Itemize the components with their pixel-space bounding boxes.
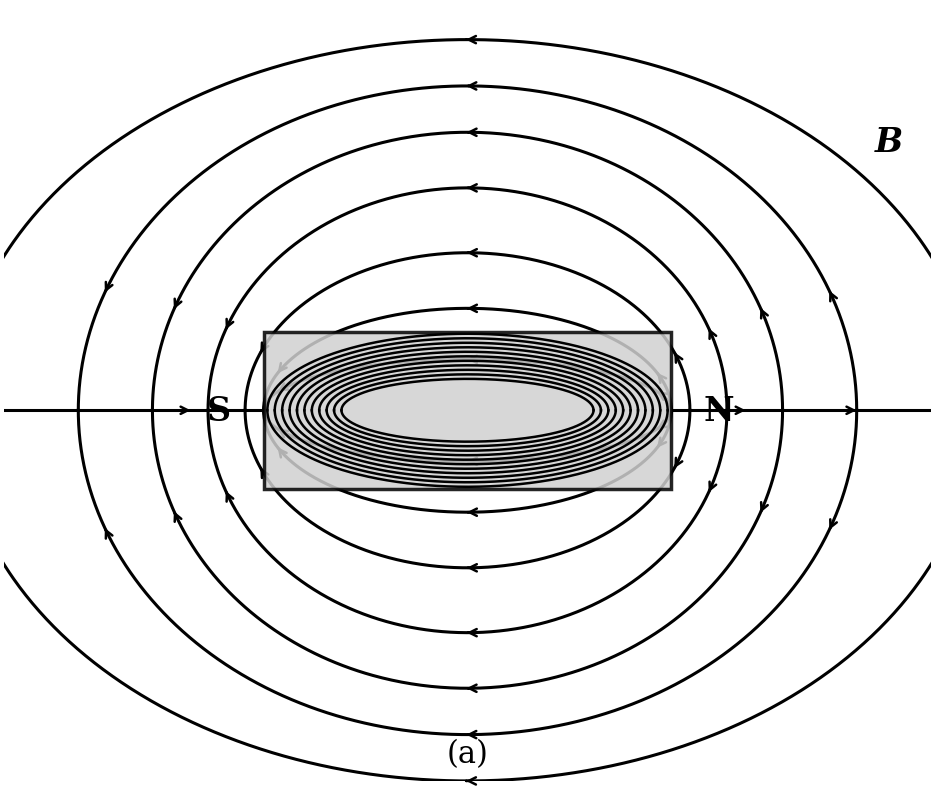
Text: B: B <box>875 126 903 159</box>
Text: N: N <box>704 394 734 427</box>
Text: (a): (a) <box>447 738 488 768</box>
Text: S: S <box>207 394 231 427</box>
Bar <box>264 332 671 489</box>
